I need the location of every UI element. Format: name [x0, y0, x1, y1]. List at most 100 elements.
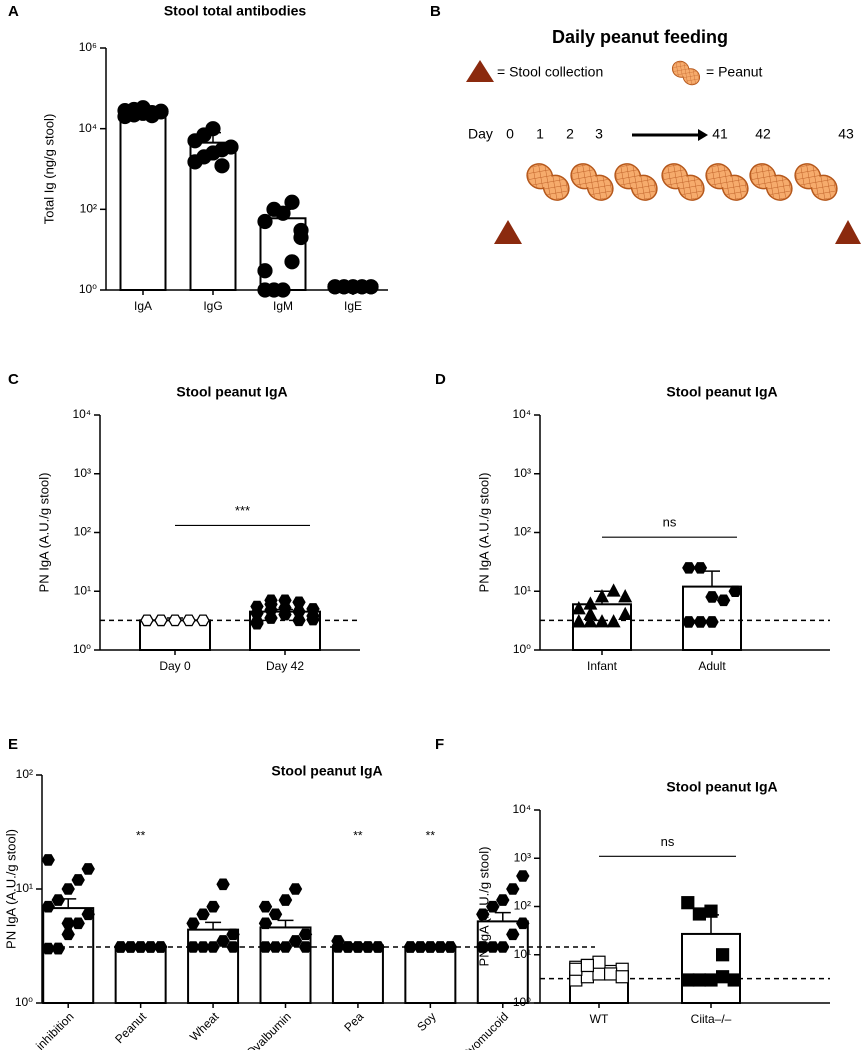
- y-tick-label: 10⁴: [512, 802, 531, 816]
- bar: [259, 217, 307, 291]
- point: [258, 917, 273, 930]
- day: 3: [595, 126, 603, 142]
- y-axis-label: PN IgA (A.U./g stool): [476, 847, 491, 967]
- point: [606, 583, 621, 597]
- point: [288, 883, 303, 895]
- point: [476, 908, 490, 921]
- y-tick-label: 10²: [74, 525, 91, 539]
- point: [278, 941, 293, 953]
- day: 42: [755, 126, 771, 142]
- arrow-head: [698, 129, 708, 141]
- peanut: [789, 158, 843, 206]
- point: [682, 562, 696, 574]
- x-tick-label: Ovalbumin: [243, 1009, 293, 1050]
- point: [682, 616, 696, 628]
- point: [257, 213, 273, 230]
- point: [496, 894, 510, 906]
- point: [371, 941, 385, 953]
- point: [61, 928, 75, 941]
- stool-icon: [835, 220, 861, 244]
- error-bar: [277, 919, 294, 928]
- y-tick-label: 10⁴: [72, 407, 91, 421]
- point: [615, 970, 629, 984]
- bar: [114, 945, 167, 1004]
- x-tick-label: Ovomucoid: [458, 1009, 511, 1050]
- point: [143, 941, 158, 953]
- day-label: Day: [468, 126, 493, 142]
- point: [569, 962, 583, 976]
- point: [154, 614, 168, 627]
- day: 1: [536, 126, 544, 142]
- peanut: [521, 158, 575, 206]
- point: [571, 601, 586, 615]
- point: [41, 900, 55, 913]
- day: 2: [566, 126, 574, 142]
- point: [250, 617, 264, 630]
- x-tick-label: Ciita–/–: [691, 1012, 732, 1026]
- significance: **: [426, 829, 436, 843]
- point: [705, 591, 719, 603]
- legend-label: = Stool collection: [497, 64, 603, 80]
- day: 0: [506, 126, 514, 142]
- point: [292, 596, 306, 609]
- point: [153, 941, 168, 953]
- point: [196, 614, 210, 627]
- point: [186, 941, 200, 953]
- point: [140, 614, 154, 627]
- bar: [119, 111, 167, 291]
- x-tick-label: IgG: [203, 299, 222, 313]
- peanut: [700, 158, 754, 206]
- point: [216, 935, 230, 947]
- point: [363, 279, 379, 295]
- point: [595, 614, 609, 628]
- point: [583, 606, 598, 621]
- point: [61, 917, 75, 930]
- y-tick-label: 10²: [80, 202, 97, 216]
- point: [278, 894, 293, 906]
- point: [168, 614, 182, 627]
- point: [592, 955, 606, 969]
- point: [51, 894, 65, 906]
- point: [693, 562, 708, 574]
- point: [592, 967, 606, 981]
- point: [226, 941, 240, 953]
- y-tick-label: 10³: [514, 850, 531, 864]
- significance: ns: [661, 834, 675, 849]
- point: [728, 585, 742, 598]
- point: [71, 874, 85, 886]
- y-tick-label: 10⁴: [78, 121, 97, 135]
- point: [423, 941, 438, 953]
- point: [268, 941, 283, 953]
- chart-title: Stool total antibodies: [164, 3, 307, 19]
- point: [681, 973, 695, 987]
- chart-title: Stool peanut IgA: [271, 763, 382, 779]
- peanut: [609, 158, 663, 206]
- point: [51, 942, 65, 955]
- x-tick-label: Day 42: [266, 659, 304, 673]
- y-tick-label: 10⁰: [15, 995, 33, 1009]
- peanut: [656, 158, 710, 206]
- y-tick-label: 10¹: [514, 947, 531, 961]
- point: [196, 941, 210, 953]
- point: [341, 941, 355, 953]
- panel-letter: F: [435, 736, 444, 753]
- x-tick-label: IgM: [273, 299, 293, 313]
- point: [288, 935, 303, 947]
- legend-label: = Peanut: [706, 64, 763, 80]
- point: [705, 616, 719, 628]
- point: [275, 282, 291, 298]
- point: [603, 967, 618, 981]
- point: [41, 854, 55, 866]
- significance: ns: [663, 515, 677, 530]
- panel-letter: E: [8, 736, 18, 753]
- y-tick-label: 10⁰: [73, 642, 91, 656]
- point: [41, 942, 55, 955]
- point: [258, 941, 273, 953]
- point: [715, 948, 730, 962]
- point: [275, 205, 291, 221]
- point: [81, 863, 95, 875]
- y-tick-label: 10⁰: [79, 282, 97, 296]
- error-bar: [494, 911, 511, 922]
- significance: ***: [235, 503, 250, 518]
- point: [516, 917, 530, 930]
